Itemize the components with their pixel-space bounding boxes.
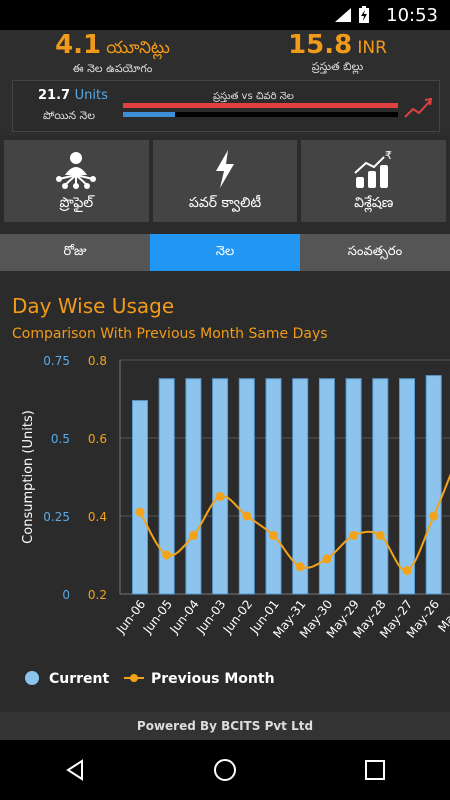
previous-month-point (135, 507, 145, 517)
last-month-unit: Units (74, 88, 108, 103)
x-axis-tick-label: Jun-03 (193, 597, 228, 637)
tab-year[interactable]: సంవత్సరం (300, 234, 450, 271)
previous-month-point (349, 531, 359, 540)
previous-month-point (215, 492, 225, 501)
bar-current (132, 400, 148, 595)
bar-current (345, 378, 362, 595)
x-axis-tick-label: Jun-06 (113, 597, 148, 637)
analysis-tile-label: విశ్లేషణ (354, 194, 394, 211)
tab-month[interactable]: నెల (150, 234, 300, 271)
lightning-bolt-icon (216, 149, 234, 188)
footer-credit: Powered By BCITS Pvt Ltd (0, 712, 450, 740)
left-axis-tick-label: 0.25 (43, 510, 70, 524)
chart-subtitle: Comparison With Previous Month Same Days (12, 326, 328, 342)
current-month-bar (123, 112, 398, 117)
bar-current (292, 378, 309, 595)
android-nav-bar (0, 740, 450, 800)
bar-current (158, 378, 175, 595)
month-comparison: 21.7 Units పోయిన నెల ప్రస్తుత vs చివరి న… (12, 80, 440, 132)
previous-month-point (402, 566, 412, 576)
previous-month-point (375, 531, 385, 540)
previous-month-point (269, 531, 278, 540)
profile-tile-label: ప్రొఫైల్ (59, 194, 94, 211)
analysis-tile[interactable]: ₹ విశ్లేషణ (301, 140, 447, 222)
previous-month-point (429, 511, 439, 521)
tab-day[interactable]: రోజు (0, 234, 150, 271)
usage-chart: 0 0.25 0.5 0.75 0.2 0.4 0.6 0.8 Consumption (Uni… (21, 354, 450, 687)
status-icons (334, 6, 370, 24)
bar-current (318, 378, 335, 595)
signal-icon (335, 8, 351, 22)
current-month-bar-fill (123, 112, 176, 117)
left-axis-tick-label: 0.75 (43, 354, 70, 368)
monthly-units-caption: ఈ నెల ఉపయోగం (72, 62, 153, 75)
feature-tiles: ప్రొఫైల్ పవర్ క్వాలిటీ ₹ విశ్లేషణ (4, 140, 447, 222)
bar-current (238, 378, 255, 595)
current-bill-caption: ప్రస్తుత బిల్లు (311, 60, 364, 73)
monthly-units-unit: యూనిట్లు (106, 38, 170, 58)
x-axis-tick-label: Jun-02 (220, 597, 255, 637)
current-bill-value: 15.8 (288, 30, 353, 60)
power-quality-tile-label: పవర్ క్వాలిటీ (188, 194, 262, 211)
previous-month-point (322, 554, 332, 564)
bar-current (265, 378, 282, 595)
right-axis-tick-label: 0.4 (88, 510, 107, 524)
left-axis-tick-label: 0.5 (51, 432, 70, 446)
recents-icon[interactable] (363, 758, 387, 782)
legend-previous-swatch (130, 674, 138, 682)
profile-network-icon (56, 151, 97, 189)
comparison-label: ప్రస్తుత vs చివరి నెల (213, 91, 294, 102)
last-month-value: 21.7 (38, 88, 71, 103)
last-month-caption: పోయిన నెల (43, 109, 96, 122)
previous-month-point (188, 531, 198, 540)
home-icon[interactable] (212, 757, 238, 783)
profile-tile[interactable]: ప్రొఫైల్ (4, 140, 149, 222)
previous-month-point (295, 562, 305, 572)
trend-up-icon (404, 97, 433, 118)
back-icon[interactable] (63, 758, 87, 782)
current-bill-block: 15.8 INR ప్రస్తుత బిల్లు (225, 30, 450, 76)
previous-month-point (162, 550, 172, 560)
bar-current (425, 375, 442, 595)
usage-chart-panel: Day Wise Usage Comparison With Previous … (0, 284, 450, 712)
legend-previous-label: Previous Month (151, 671, 275, 687)
previous-month-point (242, 511, 252, 521)
bar-current (399, 378, 415, 595)
period-tabs: రోజు నెల సంవత్సరం (0, 234, 450, 271)
x-axis-tick-label: Jun-04 (166, 597, 201, 637)
last-month-bar (123, 103, 398, 108)
legend-current-label: Current (49, 671, 110, 687)
status-bar: 10:53 (0, 0, 450, 30)
svg-text:₹: ₹ (385, 149, 392, 162)
status-time: 10:53 (386, 5, 438, 26)
analysis-chart-icon: ₹ (353, 149, 392, 188)
y-axis-title: Consumption (Units) (21, 410, 36, 544)
legend-current-swatch (25, 671, 39, 685)
left-axis-tick-label: 0 (62, 588, 70, 602)
chart-title: Day Wise Usage (12, 294, 175, 318)
right-axis-tick-label: 0.6 (88, 432, 107, 446)
battery-charging-icon (359, 6, 369, 23)
monthly-units-value: 4.1 (55, 30, 102, 60)
right-axis-tick-label: 0.8 (88, 354, 107, 368)
bar-current (185, 378, 202, 595)
last-month-usage: 21.7 Units (38, 88, 108, 103)
right-axis-tick-label: 0.2 (88, 588, 107, 602)
power-quality-tile[interactable]: పవర్ క్వాలిటీ (152, 140, 298, 222)
monthly-units-block: 4.1 యూనిట్లు ఈ నెల ఉపయోగం (0, 30, 225, 78)
bar-current (212, 378, 229, 595)
x-axis-tick-label: Jun-05 (140, 597, 175, 637)
bar-current (372, 378, 389, 595)
current-bill-unit: INR (357, 38, 387, 58)
